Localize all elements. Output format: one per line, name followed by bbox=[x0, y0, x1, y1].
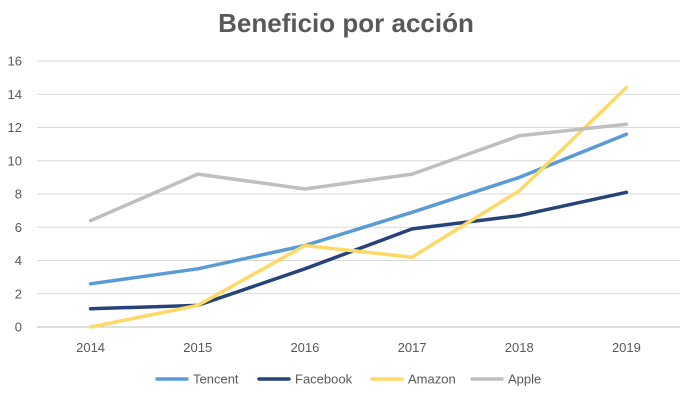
x-tick-label: 2018 bbox=[505, 340, 534, 355]
y-tick-label: 4 bbox=[15, 253, 22, 268]
y-tick-label: 10 bbox=[8, 153, 22, 168]
y-tick-label: 16 bbox=[8, 54, 22, 69]
y-tick-label: 2 bbox=[15, 286, 22, 301]
y-tick-label: 6 bbox=[15, 220, 22, 235]
x-tick-label: 2019 bbox=[612, 340, 641, 355]
y-tick-label: 12 bbox=[8, 120, 22, 135]
x-tick-label: 2015 bbox=[183, 340, 212, 355]
x-tick-label: 2017 bbox=[398, 340, 427, 355]
chart-title: Beneficio por acción bbox=[218, 8, 474, 38]
y-tick-label: 8 bbox=[15, 187, 22, 202]
legend-label-amazon: Amazon bbox=[408, 372, 456, 387]
x-tick-label: 2014 bbox=[76, 340, 105, 355]
y-tick-label: 14 bbox=[8, 87, 22, 102]
series-line-tencent bbox=[88, 132, 629, 286]
legend-label-facebook: Facebook bbox=[295, 372, 353, 387]
series-line-amazon bbox=[88, 85, 629, 329]
y-tick-label: 0 bbox=[15, 320, 22, 335]
legend-label-apple: Apple bbox=[508, 372, 541, 387]
series-line-facebook bbox=[88, 190, 629, 311]
series-line-apple bbox=[88, 122, 629, 223]
x-tick-label: 2016 bbox=[290, 340, 319, 355]
legend-label-tencent: Tencent bbox=[193, 372, 239, 387]
